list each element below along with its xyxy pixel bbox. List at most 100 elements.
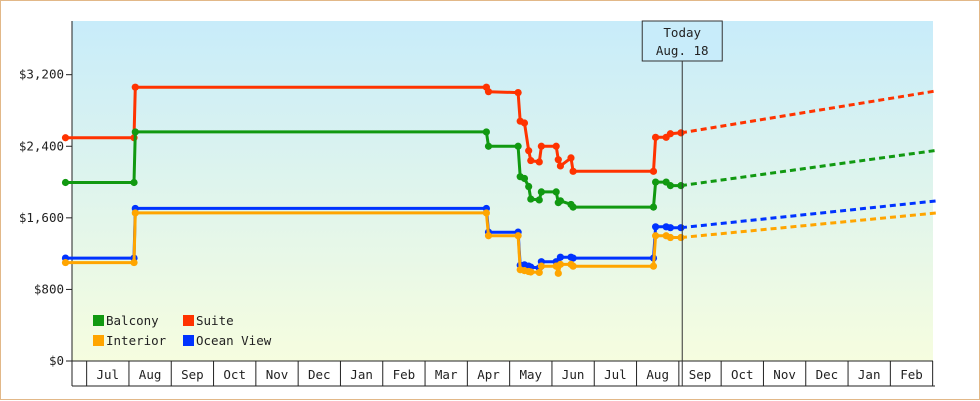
data-point xyxy=(130,178,138,187)
x-tick-label: May xyxy=(520,367,543,382)
data-point xyxy=(552,142,560,150)
data-point xyxy=(130,258,138,267)
y-tick-label: $2,400 xyxy=(19,138,64,153)
data-point xyxy=(666,130,674,138)
data-point xyxy=(649,203,658,211)
legend-item-balcony: Balcony xyxy=(93,313,159,328)
data-point xyxy=(482,209,490,217)
data-point xyxy=(535,268,543,277)
y-tick-label: $1,600 xyxy=(19,210,64,225)
data-point xyxy=(556,162,565,170)
data-point xyxy=(131,83,139,91)
data-point xyxy=(514,88,522,97)
data-point xyxy=(666,182,674,190)
data-point xyxy=(569,254,577,262)
x-tick-label: Jul xyxy=(97,367,120,382)
x-tick-label: Dec xyxy=(816,367,839,382)
x-tick-label: Aug xyxy=(139,367,162,382)
x-tick-label: Jun xyxy=(562,367,585,382)
forecast-line xyxy=(680,148,938,188)
legend-item-ocean-view: Ocean View xyxy=(183,333,272,348)
data-point xyxy=(525,182,533,191)
data-point xyxy=(554,269,562,277)
x-tick-label: Oct xyxy=(731,367,754,382)
x-tick-label: Feb xyxy=(900,367,923,382)
series-interior xyxy=(61,209,938,277)
data-point xyxy=(537,188,545,196)
y-tick-label: $0 xyxy=(49,353,64,368)
data-point xyxy=(537,142,545,150)
data-point xyxy=(484,232,493,240)
y-tick-label: $3,200 xyxy=(19,67,64,82)
data-point xyxy=(131,128,139,136)
data-point xyxy=(651,178,660,186)
x-tick-label: Aug xyxy=(646,367,669,382)
data-point xyxy=(567,154,575,162)
data-point xyxy=(131,209,139,217)
y-tick-label: $800 xyxy=(34,281,64,296)
series-suite xyxy=(61,83,938,175)
x-tick-label: Apr xyxy=(477,367,500,382)
data-point xyxy=(666,224,674,232)
x-tick-label: Nov xyxy=(266,367,289,382)
today-label: Today xyxy=(663,25,701,40)
data-point xyxy=(484,142,493,150)
legend-swatch xyxy=(183,335,194,346)
data-point xyxy=(61,258,70,267)
data-point xyxy=(651,223,660,231)
data-point xyxy=(527,268,535,276)
legend: Balcony Suite Interior Ocean View xyxy=(93,313,272,348)
legend-label: Balcony xyxy=(106,313,159,328)
series-line xyxy=(65,130,681,209)
legend-swatch xyxy=(183,315,194,326)
x-tick-label: Oct xyxy=(223,367,246,382)
series-balcony xyxy=(61,128,938,211)
legend-label: Suite xyxy=(196,313,234,328)
data-point xyxy=(556,197,565,205)
data-point xyxy=(569,167,577,175)
data-point xyxy=(552,188,560,196)
plot-area xyxy=(72,21,933,361)
y-axis: $0 $800 $1,600 $2,400 $3,200 xyxy=(19,21,73,386)
x-tick-label: Mar xyxy=(435,367,458,382)
today-date: Aug. 18 xyxy=(656,43,709,58)
series-layer xyxy=(61,83,938,277)
data-point xyxy=(525,147,533,155)
forecast-line xyxy=(680,211,938,240)
data-point xyxy=(556,253,565,261)
data-point xyxy=(535,158,543,166)
legend-item-interior: Interior xyxy=(93,333,167,348)
data-point xyxy=(535,196,543,204)
x-tick-label: Jul xyxy=(604,367,627,382)
data-point xyxy=(556,260,565,268)
x-tick-label: Feb xyxy=(393,367,416,382)
data-point xyxy=(520,119,529,127)
x-axis: Jul Aug Sep Oct Nov Dec Jan Feb Mar Apr May Jun Jul A… xyxy=(72,360,935,387)
x-tick-label: Sep xyxy=(181,367,204,382)
data-point xyxy=(482,128,490,136)
data-point xyxy=(537,262,545,270)
data-point xyxy=(61,178,70,187)
legend-label: Ocean View xyxy=(196,333,272,348)
legend-swatch xyxy=(93,315,104,326)
data-point xyxy=(61,134,70,142)
forecast-line xyxy=(680,199,938,230)
data-point xyxy=(527,195,535,203)
legend-swatch xyxy=(93,335,104,346)
legend-label: Interior xyxy=(106,333,167,348)
forecast-line xyxy=(680,89,938,135)
data-point xyxy=(569,203,577,211)
x-tick-label: Nov xyxy=(773,367,796,382)
data-point xyxy=(520,174,529,183)
data-point xyxy=(484,88,493,96)
legend-item-suite: Suite xyxy=(183,313,234,328)
today-marker: Today Aug. 18 xyxy=(641,20,723,386)
data-point xyxy=(651,133,660,141)
x-tick-label: Dec xyxy=(308,367,331,382)
data-point xyxy=(649,262,658,270)
data-point xyxy=(514,232,522,240)
data-point xyxy=(651,232,660,240)
data-point xyxy=(569,262,577,270)
